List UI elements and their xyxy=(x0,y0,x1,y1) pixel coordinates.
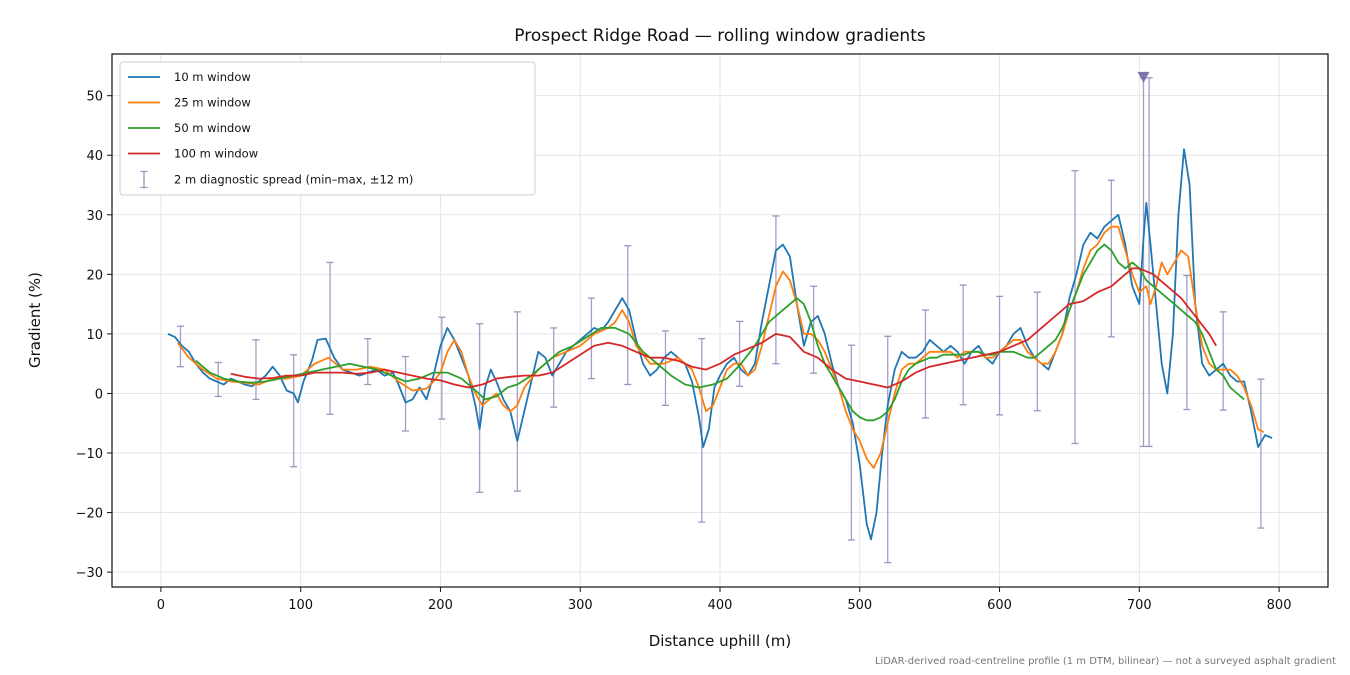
legend: 10 m window 25 m window 50 m window 100 m w… xyxy=(119,61,536,196)
legend-entry: 100 m window xyxy=(128,147,258,161)
x-tick-label: 500 xyxy=(847,598,872,613)
spread-errorbar xyxy=(252,339,260,401)
spread-errorbar xyxy=(364,338,372,386)
spread-errorbar xyxy=(921,309,929,419)
x-axis-label: Distance uphill (m) xyxy=(649,632,791,650)
spread-errorbar xyxy=(290,354,298,468)
x-tick-label: 0 xyxy=(157,598,165,613)
spread-errorbar xyxy=(513,311,521,492)
y-tick-label: 0 xyxy=(95,387,103,402)
legend-label: 10 m window xyxy=(174,70,251,84)
series-line-2 xyxy=(176,225,1265,469)
legend-label: 50 m window xyxy=(174,121,251,135)
x-tick-label: 100 xyxy=(288,598,313,613)
series-line-3 xyxy=(195,243,1245,422)
y-tick-label: 20 xyxy=(86,268,103,283)
max-marker xyxy=(1137,71,1150,83)
legend-label: 2 m diagnostic spread (min–max, ±12 m) xyxy=(174,173,413,187)
x-tick-label: 200 xyxy=(428,598,453,613)
series-layer xyxy=(167,71,1273,564)
spread-errorbar xyxy=(1183,274,1191,411)
y-tick-label: −10 xyxy=(76,447,103,462)
y-tick-label: 10 xyxy=(86,328,103,343)
spread-errorbar xyxy=(550,327,558,408)
series-line-1 xyxy=(167,148,1273,541)
spread-errorbar xyxy=(326,261,334,415)
spread-errorbar xyxy=(1033,291,1041,412)
y-tick-label: 40 xyxy=(86,149,103,164)
legend-entry: 25 m window xyxy=(128,96,251,110)
series-line-4 xyxy=(230,267,1217,389)
legend-entry: 10 m window xyxy=(128,70,251,84)
spread-errorbar xyxy=(1145,77,1153,448)
x-tick-label: 800 xyxy=(1267,598,1292,613)
spread-errorbar xyxy=(1071,170,1079,445)
x-tick-label: 300 xyxy=(568,598,593,613)
spread-errorbar xyxy=(661,330,669,407)
y-tick-label: 30 xyxy=(86,209,103,224)
y-tick-label: −30 xyxy=(76,566,103,581)
spread-errorbar xyxy=(996,295,1004,416)
spread-errorbar xyxy=(736,320,744,387)
spread-errorbar xyxy=(476,323,484,493)
legend-label: 25 m window xyxy=(174,96,251,110)
spread-errorbar xyxy=(847,344,855,541)
x-tick-label: 600 xyxy=(987,598,1012,613)
spread-errorbar xyxy=(959,284,967,406)
y-tick-label: −20 xyxy=(76,507,103,522)
spread-errorbar xyxy=(884,335,892,564)
axis-ticks: 0 100 200 300 400 500 600 700 800 −30 −20 −10 0 10 20 3… xyxy=(76,90,1292,613)
legend-entry: 2 m diagnostic spread (min–max, ±12 m) xyxy=(140,170,413,189)
spread-errorbar xyxy=(624,245,632,386)
spread-errorbar xyxy=(1107,179,1115,338)
legend-entry: 50 m window xyxy=(128,121,251,135)
chart-title: Prospect Ridge Road — rolling window gra… xyxy=(514,26,926,46)
x-tick-label: 400 xyxy=(708,598,733,613)
spread-errorbar xyxy=(1257,378,1265,529)
x-tick-label: 700 xyxy=(1127,598,1152,613)
spread-errorbar xyxy=(402,355,410,432)
legend-label: 100 m window xyxy=(174,147,258,161)
y-axis-label: Gradient (%) xyxy=(26,272,44,368)
footnote: LiDAR-derived road-centreline profile (1… xyxy=(875,656,1336,667)
spread-errorbar xyxy=(1219,311,1227,411)
spread-errorbar xyxy=(587,297,595,380)
y-tick-label: 50 xyxy=(86,90,103,105)
legend-box xyxy=(119,61,536,196)
